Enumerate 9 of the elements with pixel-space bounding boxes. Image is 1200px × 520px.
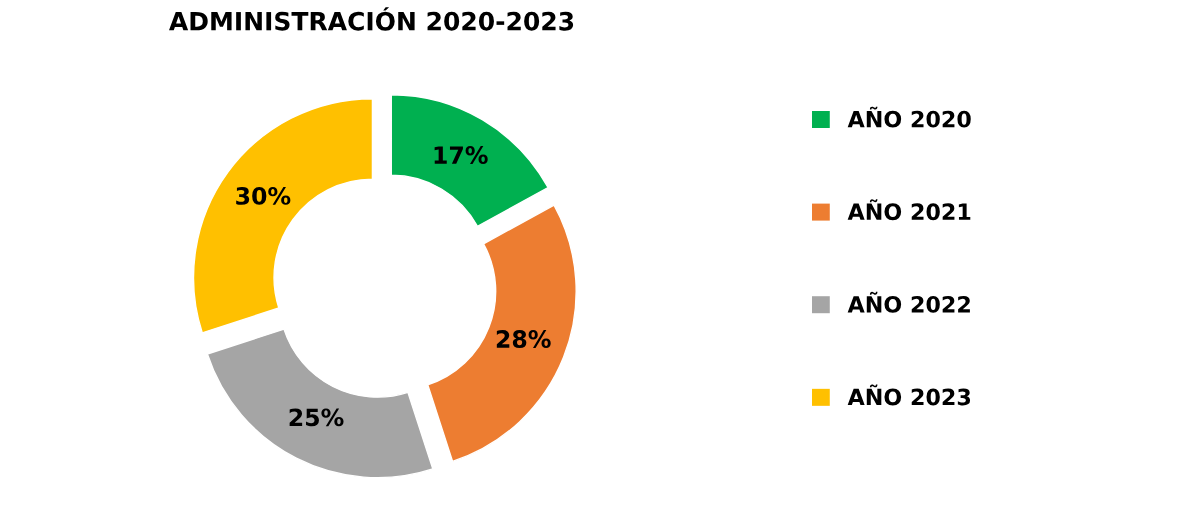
legend-label: AÑO 2023: [847, 384, 971, 406]
chart-title: ADMINISTRACIÓN 2020-2023: [169, 7, 574, 31]
data-label: 28%: [496, 330, 551, 348]
data-label: 30%: [236, 186, 291, 205]
data-label: 17%: [434, 146, 488, 164]
legend-label: AÑO 2022: [847, 291, 970, 313]
data-label: 25%: [289, 408, 344, 427]
legend-label: AÑO 2021: [847, 199, 971, 221]
legend-label: AÑO 2020: [847, 106, 971, 128]
